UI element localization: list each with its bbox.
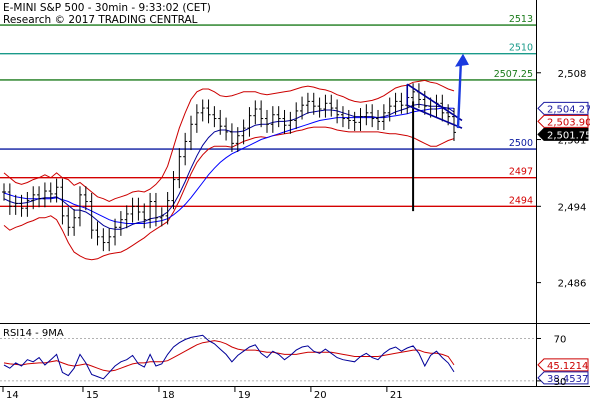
rsi-tag-1-box — [537, 371, 589, 385]
price-tag-1-box — [537, 114, 589, 128]
pennant-pattern — [406, 53, 469, 129]
rsi-axis-label: 70 — [554, 334, 567, 345]
price-axis-ticks: 2,508 2,501 2,494 2,486 — [536, 69, 586, 290]
value-tags: 2,504.27 2,503.90 2,501.75 45.1214 38.4537 — [537, 101, 590, 385]
rsi-axis-label: 30 — [554, 377, 567, 388]
price-tag-0-label: 2,504.27 — [547, 104, 590, 115]
time-axis-label: 19 — [238, 390, 251, 400]
time-axis-label: 15 — [86, 390, 99, 400]
time-axis-label: 20 — [314, 390, 327, 400]
forecast-arrow-line — [456, 59, 463, 129]
bollinger-upper-line — [3, 79, 455, 203]
rsi-line — [3, 334, 455, 380]
price-bars — [2, 83, 456, 252]
price-tag-2-box — [537, 127, 589, 141]
price-tag-0-box — [537, 101, 589, 115]
rsi-ma-line — [3, 340, 455, 372]
bollinger-lower-line — [3, 126, 455, 261]
pennant-upper-line — [406, 83, 463, 122]
price-tag-2-label: 2,501.75 — [547, 130, 590, 141]
chart-title: E-MINI S&P 500 - 30min - 9:33:02 (CET) — [3, 2, 211, 14]
price-axis-label: 2,508 — [558, 69, 587, 80]
level-label-1: 2510 — [509, 43, 533, 54]
price-axis-label: 2,501 — [558, 136, 587, 147]
time-axis-label: 21 — [390, 390, 403, 400]
rsi-plot-area — [0, 324, 536, 386]
level-label-0: 2513 — [509, 14, 533, 25]
rsi-tag-1-label: 38.4537 — [547, 374, 588, 385]
rsi-tag-0-label: 45.1214 — [547, 361, 588, 372]
level-label-5: 2494 — [509, 195, 533, 206]
price-axis-label: 2,486 — [558, 279, 587, 290]
rsi-tag-0-box — [537, 358, 589, 372]
chart-credit: Research © 2017 TRADING CENTRAL — [3, 14, 198, 26]
rsi-axis-ticks: 70 30 — [536, 334, 567, 388]
price-tag-1-label: 2,503.90 — [547, 117, 590, 128]
price-axis — [536, 0, 590, 322]
time-axis-label: 18 — [162, 390, 175, 400]
level-label-3: 2500 — [509, 138, 533, 149]
price-indicator-lines — [3, 79, 455, 261]
price-levels: 2513 2510 2507.25 2500 2497 2494 — [0, 14, 536, 208]
price-axis-label: 2,494 — [558, 202, 587, 213]
forecast-arrow-head — [455, 53, 469, 67]
time-axis-label: 14 — [6, 390, 19, 400]
level-label-2: 2507.25 — [494, 69, 533, 80]
level-label-4: 2497 — [509, 167, 533, 178]
rsi-lines — [0, 334, 536, 382]
moving-average-short-line — [3, 103, 455, 230]
time-axis-ticks: 14 15 18 19 20 21 — [2, 386, 403, 400]
price-plot-area — [0, 0, 536, 322]
pennant-lower-line — [406, 104, 463, 129]
rsi-title: RSI14 - 9MA — [3, 328, 64, 339]
